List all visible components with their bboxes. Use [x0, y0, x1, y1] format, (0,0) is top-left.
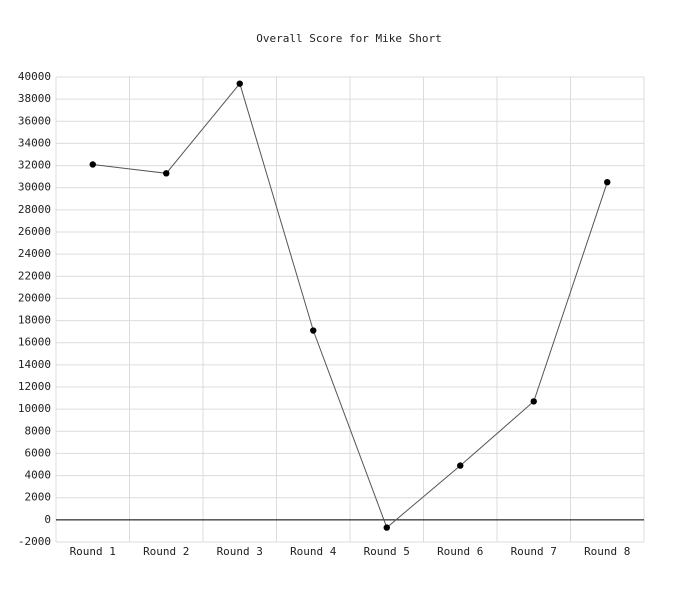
point: [383, 524, 390, 531]
point: [457, 462, 464, 469]
y-tick-label: 26000: [18, 225, 51, 238]
y-tick-label: 40000: [18, 70, 51, 83]
x-tick-label: Round 7: [511, 545, 557, 558]
y-tick-label: 10000: [18, 402, 51, 415]
y-tick-label: 34000: [18, 136, 51, 149]
point: [89, 161, 96, 168]
y-tick-label: 32000: [18, 159, 51, 172]
x-tick-label: Round 2: [143, 545, 189, 558]
y-tick-label: 4000: [25, 469, 52, 482]
y-tick-label: 24000: [18, 247, 51, 260]
y-tick-label: 28000: [18, 203, 51, 216]
chart-title: Overall Score for Mike Short: [256, 32, 441, 45]
y-tick-label: 30000: [18, 181, 51, 194]
series-line: [92, 82, 608, 529]
y-tick-label: 20000: [18, 291, 51, 304]
x-tick-label: Round 4: [290, 545, 337, 558]
y-tick-label: 8000: [25, 424, 52, 437]
y-tick-label: 2000: [25, 491, 52, 504]
y-tick-label: 36000: [18, 114, 51, 127]
y-tick-label: 18000: [18, 314, 51, 327]
y-tick-label: 0: [44, 513, 51, 526]
point: [604, 178, 611, 186]
point: [530, 398, 537, 405]
y-tick-label: 38000: [18, 92, 51, 105]
point: [163, 170, 170, 177]
x-tick-label: Round 6: [437, 545, 483, 558]
y-tick-label: 14000: [18, 358, 51, 371]
y-tick-label: 16000: [18, 336, 51, 349]
y-tick-label: -2000: [18, 535, 51, 548]
x-tick-label: Round 5: [364, 545, 410, 558]
y-tick-label: 12000: [18, 380, 51, 393]
x-tick-label: Round 8: [584, 545, 630, 558]
y-tick-label: 6000: [25, 446, 52, 459]
x-tick-label: Round 3: [217, 545, 263, 558]
x-tick-label: Round 1: [70, 545, 116, 558]
point: [236, 80, 243, 87]
y-tick-label: 22000: [18, 269, 51, 282]
point: [310, 327, 317, 334]
